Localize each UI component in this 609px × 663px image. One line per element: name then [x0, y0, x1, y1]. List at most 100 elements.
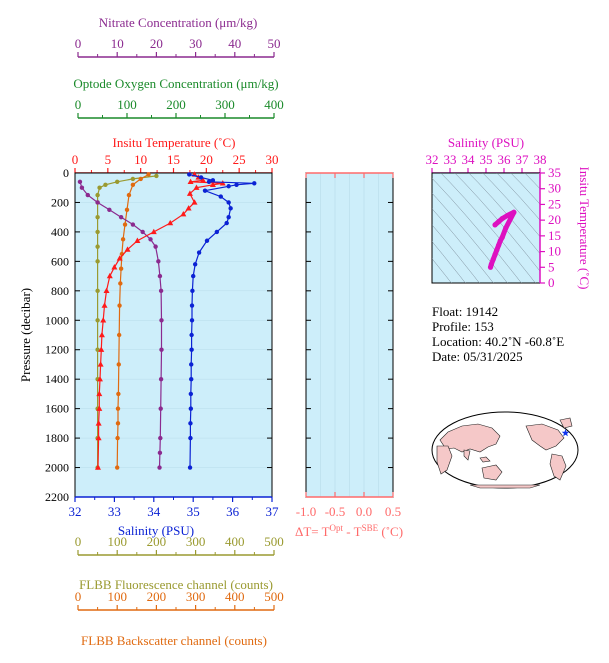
temperature-point: [98, 331, 105, 338]
temperature-point: [167, 219, 174, 226]
fluorescence-point: [95, 229, 100, 235]
ts-density-contour: [496, 173, 540, 221]
salinity-point: [226, 184, 231, 189]
temperature-point: [191, 199, 198, 205]
backscatter-point: [116, 391, 121, 397]
fluorescence-point: [95, 347, 100, 352]
salinity-tick-label: 37: [266, 504, 280, 519]
salinity-point: [210, 178, 216, 183]
location: Location: 40.2˚N -60.8˚E: [432, 334, 564, 349]
pressure-tick-label: 1800: [45, 431, 69, 445]
salinity-point: [189, 332, 194, 338]
salinity-point: [198, 175, 204, 180]
nitrate-point: [107, 207, 112, 213]
ts-density-contour: [454, 173, 540, 272]
pressure-tick-label: 800: [51, 284, 69, 298]
ts-temperature-tick-label: 0: [548, 275, 555, 290]
fluorescence-point: [103, 182, 108, 187]
temperature-tick-label: 20: [200, 152, 213, 167]
delta-temperature-plot: -1.0 -0.5 0.0 0.5 ΔT= TOpt - TSBE (˚C): [295, 172, 403, 539]
backscatter-point: [115, 406, 121, 411]
backscatter-tick-label: 300: [186, 589, 206, 604]
temperature-tick-label: 15: [167, 152, 180, 167]
map-landmass-north-america: [525, 423, 565, 451]
temperature-point: [103, 287, 110, 294]
nitrate-point: [118, 214, 124, 220]
salinity-point: [189, 376, 194, 382]
map-landmass-africa: [436, 445, 453, 475]
nitrate-point: [158, 288, 164, 294]
temperature-axis-title: Insitu Temperature (˚C): [112, 135, 235, 150]
temperature-point: [97, 361, 104, 367]
backscatter-point: [120, 237, 126, 242]
ts-temperature-tick-label: 20: [548, 212, 561, 227]
delta-plot-grid: [306, 172, 393, 498]
backscatter-point: [115, 465, 120, 470]
bottom-axes: 0 100 200 300 400 500 FLBB Fluorescence chann…: [75, 534, 284, 648]
nitrate-axis: 0 10 20 30 40 50: [75, 36, 281, 58]
ts-density-contour: [524, 173, 540, 190]
salinity-point: [188, 391, 194, 397]
ts-salinity-tick-label: 38: [534, 152, 547, 167]
salinity-point: [196, 250, 202, 255]
nitrate-tick-label: 40: [228, 36, 241, 51]
pressure-tick-label: 400: [51, 225, 69, 239]
temperature-point: [209, 181, 216, 187]
temperature-tick-label: 10: [134, 152, 147, 167]
backscatter-series: [115, 172, 151, 470]
temperature-point: [150, 228, 157, 235]
ts-salinity-tick-label: 37: [516, 152, 530, 167]
nitrate-point: [156, 259, 161, 264]
temperature-line: [97, 174, 223, 468]
ts-density-contour: [432, 208, 494, 283]
temperature-point: [96, 405, 103, 411]
ts-point: [496, 242, 502, 248]
pressure-axis: 0 200 400 600 800 1000 1200 1400 1600 1800 2000 220…: [45, 166, 272, 504]
map-landmass-sea-islands: [479, 456, 491, 463]
temperature-axis: 0 5 10 15 20 25 30: [72, 152, 279, 174]
fluorescence-axis: 0 100 200 300 400 500: [75, 534, 284, 556]
ts-point: [492, 252, 498, 258]
top-axes: Nitrate Concentration (μm/kg) 0 10 20 30 40 5…: [72, 15, 284, 174]
nitrate-point: [159, 347, 164, 352]
pressure-tick-label: 1000: [45, 313, 69, 327]
backscatter-point: [138, 176, 143, 182]
profile-series: [77, 171, 257, 470]
backscatter-tick-label: 200: [147, 589, 167, 604]
fluorescence-point: [154, 173, 159, 179]
salinity-point: [252, 181, 257, 186]
backscatter-axis-title: FLBB Backscatter channel (counts): [81, 633, 267, 648]
salinity-point: [206, 179, 212, 185]
salinity-point: [188, 406, 194, 411]
fluorescence-tick-label: 500: [264, 534, 284, 549]
float-info: Float: 19142 Profile: 153 Location: 40.2…: [432, 304, 564, 364]
pressure-tick-label: 2200: [45, 490, 69, 504]
nitrate-tick-label: 10: [111, 36, 124, 51]
map-landmass-australia: [481, 464, 503, 481]
ts-salinity-tick-label: 33: [444, 152, 457, 167]
delta-tick-label: -1.0: [296, 504, 317, 519]
temperature-tick-label: 0: [72, 152, 79, 167]
nitrate-point: [159, 318, 164, 323]
salinity-point: [187, 172, 192, 177]
salinity-point: [189, 318, 195, 323]
temperature-point: [187, 178, 194, 185]
temperature-point: [98, 346, 105, 352]
pressure-tick-label: 1200: [45, 343, 69, 357]
float-marker-star: [561, 429, 570, 437]
delta-tick-label: 0.0: [356, 504, 372, 519]
ts-points: [487, 209, 517, 270]
ts-salinity-tick-label: 34: [462, 152, 476, 167]
fluorescence-axis-title: FLBB Fluorescence channel (counts): [79, 577, 273, 592]
salinity-axis: 32 33 34 35 36 37: [69, 496, 280, 519]
nitrate-tick-label: 50: [268, 36, 281, 51]
salinity-point: [226, 200, 231, 205]
delta-temperature-axis: -1.0 -0.5 0.0 0.5: [296, 172, 401, 519]
temperature-tick-label: 5: [105, 152, 112, 167]
ts-point: [511, 209, 517, 215]
salinity-point: [218, 194, 223, 199]
backscatter-point: [126, 192, 132, 198]
nitrate-axis-title: Nitrate Concentration (μm/kg): [99, 15, 258, 30]
oxygen-tick-label: 300: [215, 97, 235, 112]
ts-temperature-tick-label: 25: [548, 196, 561, 211]
